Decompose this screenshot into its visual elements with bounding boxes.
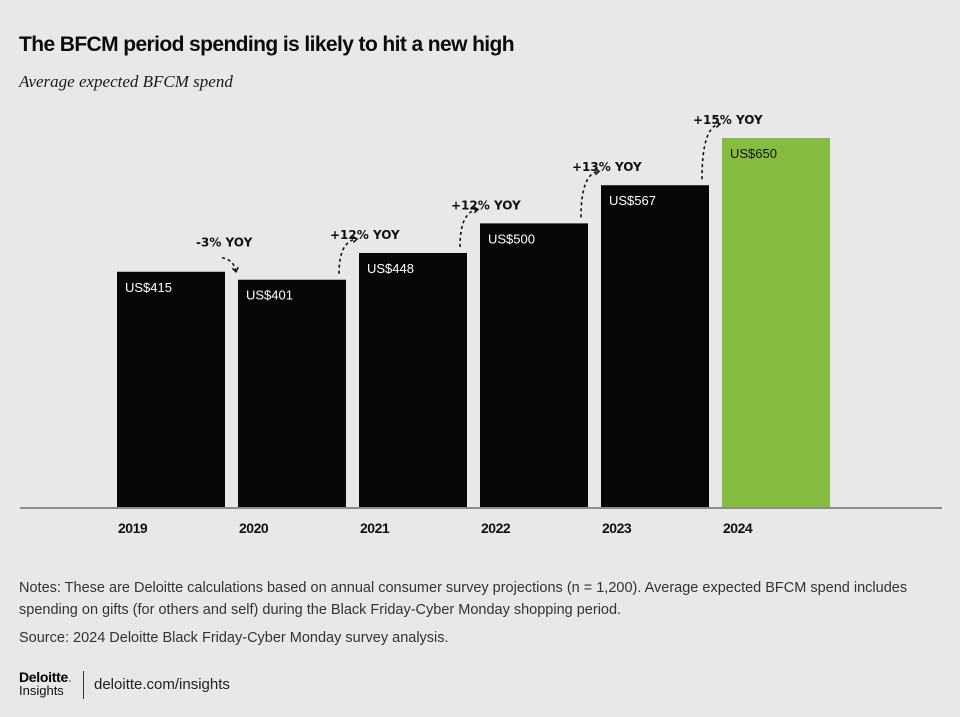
bar-value-label: US$650 [730, 146, 777, 161]
yoy-annotation: +15% YOY [693, 113, 763, 127]
logo-green-dot: . [67, 669, 72, 685]
bar-2021 [359, 252, 467, 508]
yoy-arrow [580, 168, 601, 218]
yoy-arrow [221, 256, 240, 274]
yoy-arrow [338, 235, 359, 274]
yoy-annotation: -3% YOY [196, 236, 253, 250]
chart-source: Source: 2024 Deloitte Black Friday-Cyber… [19, 630, 449, 646]
x-tick-label: 2021 [360, 520, 390, 536]
chart-notes: Notes: These are Deloitte calculations b… [19, 580, 908, 618]
x-tick-label: 2019 [118, 520, 148, 536]
bar-2020 [238, 279, 346, 508]
logo-sub: Insights [19, 683, 64, 698]
x-tick-label: 2024 [723, 520, 753, 536]
bar-value-label: US$448 [367, 261, 414, 276]
insights-link[interactable]: deloitte.com/insights [94, 676, 230, 693]
bar-2023 [601, 185, 709, 508]
bar-2019 [117, 271, 225, 508]
bar-chart: US$415 2019 US$401 2020 -3% YOY US$448 2021 +12… [20, 113, 942, 536]
yoy-annotation: +13% YOY [572, 160, 642, 174]
deloitte-insights-logo: Deloitte. Insights [19, 670, 72, 698]
x-tick-label: 2023 [602, 520, 632, 536]
yoy-annotation: +12% YOY [451, 198, 521, 212]
x-tick-label: 2022 [481, 520, 511, 536]
logo-brand-text: Deloitte [19, 669, 68, 685]
bar-value-label: US$401 [246, 288, 293, 303]
bar-value-label: US$500 [488, 231, 535, 246]
chart-subtitle: Average expected BFCM spend [19, 72, 233, 91]
yoy-annotation: +12% YOY [330, 228, 400, 242]
footer-divider [83, 671, 84, 699]
bar-2024 [722, 138, 830, 508]
x-tick-label: 2020 [239, 520, 269, 536]
yoy-arrow [459, 206, 480, 247]
bar-value-label: US$415 [125, 280, 172, 295]
bar-value-label: US$567 [609, 193, 656, 208]
logo-brand: Deloitte. [19, 670, 72, 684]
chart-title: The BFCM period spending is likely to hi… [19, 33, 515, 56]
bar-2022 [480, 223, 588, 508]
yoy-arrow [701, 120, 722, 180]
